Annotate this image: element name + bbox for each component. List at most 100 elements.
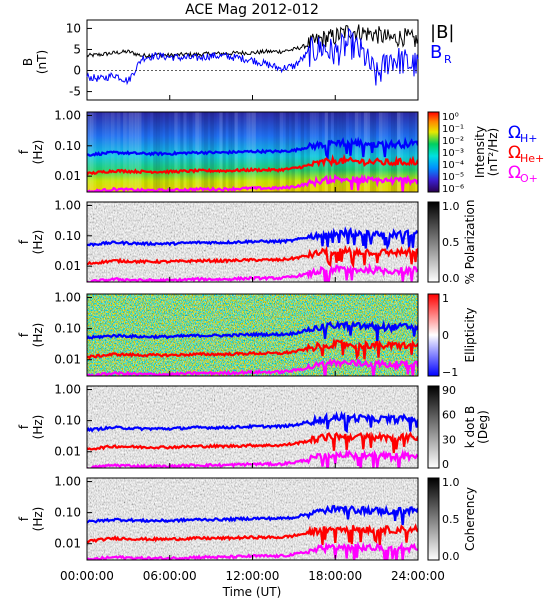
- y-tick-label: 5: [73, 42, 81, 56]
- y-tick-label: 10: [66, 21, 81, 35]
- y-tick-label: 0.10: [54, 322, 81, 336]
- spectrum-stripe: [351, 112, 356, 192]
- spectrum-stripe: [384, 112, 389, 192]
- y-tick-label: 0.01: [54, 445, 81, 459]
- spectrum-stripe: [357, 112, 362, 192]
- gyrofrequency-line-h-plus: [87, 226, 418, 251]
- colorbar-tick-label: 30: [442, 433, 456, 446]
- spectrum-stripe: [312, 112, 316, 192]
- x-tick-label: 18:00:00: [308, 569, 362, 583]
- gyrofrequency-line-he-plus: [87, 431, 418, 454]
- legend-omega-o-subscript: O+: [520, 172, 538, 185]
- legend-omega-he-subscript: He+: [520, 152, 544, 165]
- colorbar-tick-label: 10⁻⁵: [442, 172, 464, 183]
- legend-omega-h: Ω: [508, 123, 521, 143]
- panel-power-spectrum: 1.00 0.10 0.01 f (Hz) 10⁰10⁻¹10⁻²10⁻³10⁻⁴10⁻⁵…: [17, 108, 500, 195]
- y-tick-label: 0.01: [54, 537, 81, 551]
- series-line-b-r: [86, 27, 419, 86]
- spectrum-stripe: [414, 112, 418, 192]
- y-axis-unit: (Hz): [31, 415, 45, 440]
- panel-magnetic-field: 10 5 0 -5 B (nT) |B| B R: [21, 19, 454, 101]
- spectrum-stripe: [372, 112, 377, 192]
- colorbar-label: k dot B: [463, 406, 477, 448]
- colorbar-tick-label: 1.0: [442, 200, 460, 213]
- field-lines: [86, 24, 419, 86]
- y-axis-label: f: [17, 516, 31, 521]
- colorbar-unit: (nT²/Hz): [486, 128, 500, 176]
- x-axis: 00:00:00 06:00:00 12:00:00 18:00:00 24:00:00: [60, 95, 445, 583]
- heatmap-image: [87, 386, 418, 468]
- y-tick-label: 1.00: [54, 291, 81, 305]
- spectrum-stripe: [342, 112, 347, 192]
- y-tick-label: 1.00: [54, 383, 81, 397]
- y-tick-label: 1.00: [54, 108, 81, 122]
- y-tick-label: 0.10: [54, 414, 81, 428]
- y-tick-label: 1.00: [54, 475, 81, 489]
- colorbar-tick-label: 10⁻⁴: [442, 160, 464, 171]
- colorbar-label: Ellipticity: [463, 308, 477, 363]
- colorbar-tick-label: 0.5: [442, 513, 460, 526]
- legend-b-r: B: [430, 42, 442, 63]
- gyrofrequency-line-h-plus: [87, 503, 418, 526]
- spectrum-stripe: [318, 112, 323, 192]
- panel-polarization: 1.00 0.10 0.01 f (Hz) 1.0 0.5 0.0% Polarization: [17, 198, 477, 285]
- colorbar-tick-label: 10⁰: [442, 112, 459, 123]
- gyrofrequency-line-he-plus: [87, 245, 418, 270]
- y-tick-label: 0.01: [54, 169, 81, 183]
- gyrofrequency-line-h-plus: [87, 319, 418, 342]
- spectrum-stripe: [144, 112, 148, 192]
- y-axis-label: f: [17, 424, 31, 429]
- legend-b-r-subscript: R: [444, 53, 452, 66]
- spectrum-stripe: [306, 112, 310, 192]
- heatmap-image: [87, 294, 418, 376]
- spectrum-stripe: [162, 112, 165, 192]
- colorbar-tick-label: 60: [442, 409, 456, 422]
- y-axis-unit: (Hz): [31, 323, 45, 348]
- gyrofrequency-line-he-plus: [87, 337, 418, 361]
- spectrum-stripe: [315, 112, 319, 192]
- series-line-b-total: [86, 24, 419, 59]
- spectrum-stripe: [363, 112, 368, 192]
- x-tick-label: 06:00:00: [143, 569, 197, 583]
- spectrum-stripe: [378, 112, 383, 192]
- colorbar-tick-label: 10⁻⁶: [442, 184, 464, 195]
- spectrum-stripe: [273, 112, 277, 192]
- gyrofrequency-legend: Ω H+ Ω He+ Ω O+: [508, 123, 544, 185]
- colorbar: [427, 201, 440, 283]
- colorbar-tick-label: 10⁻³: [442, 148, 464, 159]
- colorbar-tick-label: 10⁻²: [442, 136, 464, 147]
- panel-wave-normal-angle: 1.00 0.10 0.01 f (Hz) 90 60 30 0 k dot B (Deg): [17, 383, 490, 471]
- x-tick-label: 12:00:00: [226, 569, 280, 583]
- spectrum-stripe: [366, 112, 371, 192]
- colorbar-label: Coherency: [463, 487, 477, 551]
- chart-title: ACE Mag 2012-012: [185, 2, 319, 18]
- spectrum-stripe: [333, 112, 338, 192]
- colorbar-label: % Polarization: [463, 200, 477, 285]
- spectrum-stripe: [396, 112, 401, 192]
- y-axis-label: f: [17, 239, 31, 244]
- y-tick-label: 0.01: [54, 353, 81, 367]
- spectrum-stripe: [93, 112, 97, 192]
- spectrum-stripe: [87, 112, 91, 192]
- spectrum-stripe: [303, 112, 307, 192]
- gyrofrequency-line-h-plus: [87, 410, 418, 434]
- y-tick-label: 0: [73, 64, 81, 78]
- spectrum-stripe: [390, 112, 395, 192]
- spectrum-stripe: [330, 112, 335, 192]
- colorbar-tick-label: 0.5: [442, 236, 460, 249]
- y-tick-label: 0.01: [54, 259, 81, 273]
- colorbar-unit: (Deg): [476, 410, 490, 444]
- colorbar-tick-label: 1: [442, 292, 449, 305]
- colorbar-tick-label: 0.0: [442, 272, 460, 285]
- colorbar: [427, 477, 440, 561]
- y-axis-label: B: [21, 58, 35, 66]
- x-axis-label: Time (UT): [222, 585, 282, 599]
- gyrofrequency-line-he-plus: [87, 153, 418, 176]
- legend-omega-o: Ω: [508, 163, 521, 183]
- x-tick-label: 00:00:00: [60, 569, 114, 583]
- legend-omega-h-subscript: H+: [520, 132, 538, 145]
- y-axis-unit: (nT): [35, 50, 49, 74]
- spectrum-stripe: [339, 112, 344, 192]
